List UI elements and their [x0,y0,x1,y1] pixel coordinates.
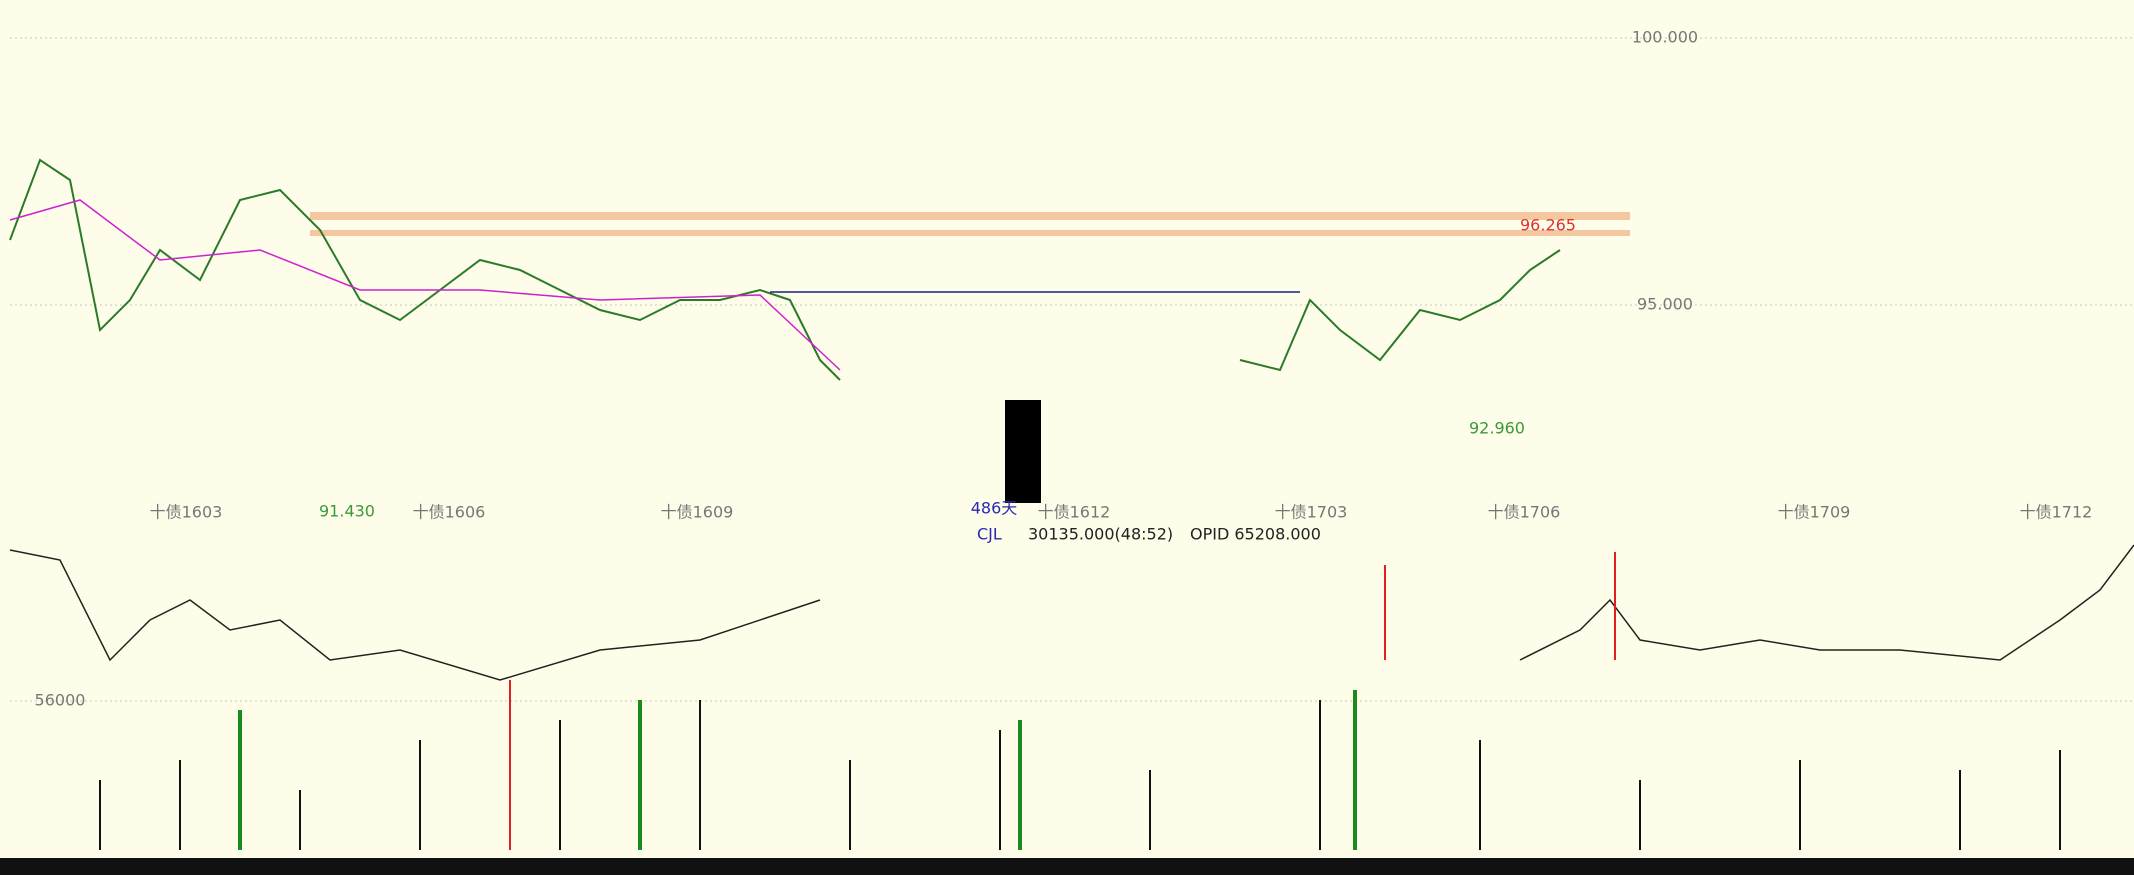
band [310,212,1630,220]
low-label: 91.430 [319,502,375,521]
low-label: 92.960 [1469,419,1525,438]
page: 100.000 95.000 96.265 92.960 91.430 486天… [0,0,2134,875]
volume-value: 30135.000(48:52) [1028,525,1173,544]
contract-label: 十债1706 [1488,503,1561,522]
trading-chart: 100.000 95.000 96.265 92.960 91.430 486天… [0,0,2134,875]
contract-label: 十债1709 [1778,503,1851,522]
background [0,0,2134,875]
band [310,230,1630,236]
indicator-name: CJL [977,525,1002,544]
high-label: 96.265 [1520,216,1576,235]
contract-label: 十债1609 [661,503,734,522]
volume-y-label: 56000 [35,691,86,710]
volume-block [1005,400,1041,503]
contract-label: 十债1606 [413,503,486,522]
contract-label: 十债1703 [1275,503,1348,522]
contract-label: 十债1712 [2020,503,2093,522]
days-label: 486天 [971,499,1018,518]
date-axis [0,858,2134,875]
contract-label: 十债1603 [150,503,223,522]
y-label: 100.000 [1632,28,1698,47]
contract-label: 十债1612 [1038,503,1111,522]
open-interest: OPID 65208.000 [1190,525,1321,544]
y-label: 95.000 [1637,295,1693,314]
